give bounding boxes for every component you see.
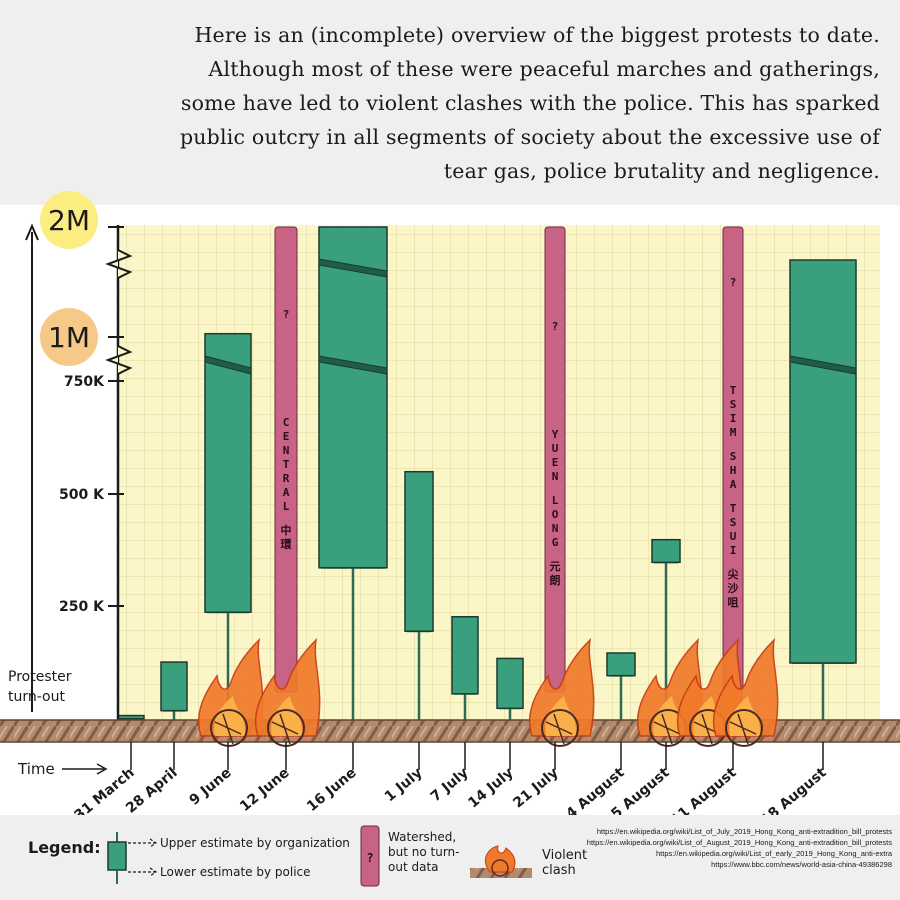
legend-band-question: ? [366,851,373,865]
watershed-label-char: N [283,444,290,457]
x-axis-arrowhead [96,763,108,775]
bar-scale-break [318,355,388,375]
legend-arrow-upper [128,838,158,848]
watershed-label-char: A [730,478,737,491]
watershed-label-char: C [283,416,290,429]
x-axis-title: Time [17,760,55,778]
watershed-label-char: U [730,530,737,543]
watershed-label-char: 沙 [728,582,739,595]
intro-line: Here is an (incomplete) overview of the … [194,23,880,47]
bar-4-august [606,652,636,677]
y-label-2m: 2M [48,204,90,237]
legend-title: Legend: [28,838,101,857]
bar-scale-break [318,258,388,278]
watershed-label-char: 環 [281,538,293,551]
watershed-label-char: E [283,430,290,443]
watershed-label-char: I [730,412,737,425]
watershed-label-char: M [730,426,737,439]
watershed-label-char: A [283,486,290,499]
watershed-label-char: T [730,502,737,515]
watershed-label-char: L [552,494,559,507]
y-axis-title: Protester turn-out [8,669,72,705]
intro-line: tear gas, police brutality and negligenc… [443,159,880,183]
bar-31-march [117,714,145,720]
violent-clash-flame [528,637,595,747]
badge-2m [40,191,98,249]
legend: ? [0,815,900,900]
intro-text: Here is an (incomplete) overview of the … [20,18,880,188]
legend-lower-label: Lower estimate by police [160,865,311,879]
source-line: https://en.wikipedia.org/wiki/List_of_Au… [586,838,892,847]
watershed-label-char: 中 [281,523,292,537]
bar-scale-break [789,355,857,375]
watershed-label-char: H [730,464,737,477]
bar-scale-break [204,355,252,375]
watershed-label-char: S [730,450,737,463]
watershed-label-char: ? [283,308,290,321]
intro-line: Although most of these were peaceful mar… [208,57,880,81]
violent-clash-marks [197,637,779,747]
axis-break [105,249,133,279]
bar-14-july [496,657,524,710]
watershed-label-char: U [552,442,559,455]
bar-1-july [404,470,434,632]
violent-clash-flame [712,637,779,747]
legend-violent-label: Violent clash [542,848,588,878]
legend-background [0,815,900,900]
watershed-label-char: N [552,470,559,483]
intro-line: public outcry in all segments of society… [179,125,880,149]
watershed-label-char: E [552,456,559,469]
watershed-label-char: O [552,508,559,521]
legend-band-swatch [360,825,380,887]
violent-clash-flame [197,637,264,747]
watershed-label-char: S [730,516,737,529]
axis-break [105,345,133,375]
badge-1m [40,308,98,366]
watershed-label-char: 尖 [728,567,739,581]
intro-line: some have led to violent clashes with th… [180,91,880,115]
bar-18-august [789,259,857,664]
watershed-label-char: I [730,544,737,557]
y-label-1m: 1M [48,321,90,354]
y-tick-label: 250 K [59,599,105,615]
watershed-label-char: ? [730,276,737,289]
bar-5-august [651,538,681,564]
sources: https://en.wikipedia.org/wiki/List_of_Ju… [587,826,892,870]
bar-16-june [318,226,388,569]
watershed-label-char: ? [552,320,559,333]
source-line: https://en.wikipedia.org/wiki/List_of_Ju… [596,827,892,836]
legend-upper-label: Upper estimate by organization [160,836,350,850]
source-line: https://en.wikipedia.org/wiki/List_of_ea… [656,849,892,858]
watershed-label-char: S [730,398,737,411]
watershed-label-char: L [283,500,290,513]
bar-7-july [451,615,479,695]
watershed-label-char: 朗 [550,573,561,587]
legend-watershed-label: Watershed, but no turn-out data [388,830,460,874]
y-tick-label: 500 K [59,487,105,503]
watershed-label-char: 元 [550,560,561,573]
watershed-label-char: T [730,384,737,397]
bar-9-june [204,332,252,613]
violent-clash-flame [254,637,321,747]
y-axis-arrowhead [25,223,39,241]
watershed-label-char: G [552,536,559,549]
source-line: https://www.bbc.com/news/world-asia-chin… [711,860,892,869]
legend-flame-swatch [470,845,532,878]
watershed-label-char: R [283,472,290,485]
bar-28-april [160,661,188,712]
bars [117,226,857,720]
legend-bar-swatch [107,841,127,871]
y-axis: 2M 1M 750K 500 K 250 K Protester turn-out [8,191,133,721]
watershed-label-char: T [283,458,290,471]
legend-arrow-lower [128,867,158,877]
y-tick-label: 750K [64,374,105,390]
watershed-label-char: 咀 [728,596,739,609]
watershed-label-char: N [552,522,559,535]
watershed-label-char: Y [552,428,559,441]
